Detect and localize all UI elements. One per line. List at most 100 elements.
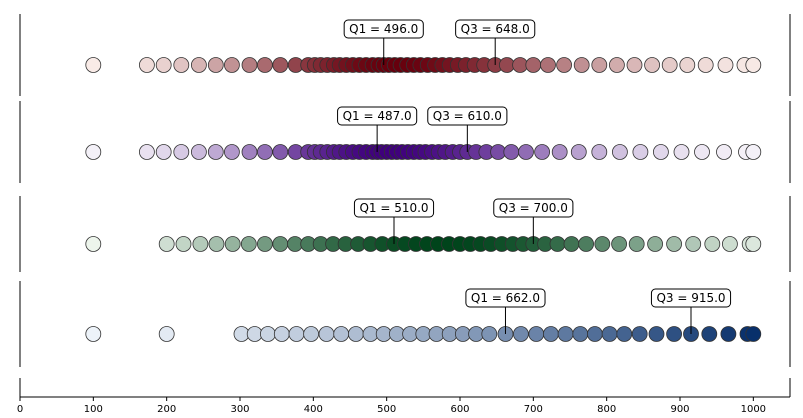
data-point — [175, 236, 192, 252]
data-point — [591, 57, 608, 73]
q3-label: Q3 = 648.0 — [461, 22, 530, 36]
data-point — [503, 144, 520, 160]
data-point — [534, 144, 550, 160]
data-point — [528, 326, 545, 342]
data-point — [85, 57, 102, 73]
data-point — [704, 236, 721, 252]
data-point — [240, 236, 257, 252]
q1-label: Q1 = 496.0 — [349, 22, 418, 36]
data-point — [745, 57, 762, 73]
q1-label-box — [353, 198, 435, 218]
data-point — [518, 144, 534, 160]
data-point — [173, 144, 190, 160]
data-point — [594, 236, 611, 252]
x-tick-label: 500 — [377, 404, 396, 415]
data-point — [612, 144, 628, 160]
data-point — [616, 326, 633, 342]
data-point — [573, 57, 590, 73]
data-point — [454, 326, 471, 342]
data-point — [525, 57, 542, 73]
data-point — [694, 144, 710, 160]
q1-label-box — [343, 19, 424, 39]
q3-label-box — [493, 198, 574, 218]
q1-annotation: Q1 = 662.0 — [465, 288, 546, 334]
data-point — [701, 326, 718, 342]
data-point — [572, 326, 589, 342]
data-point — [628, 236, 645, 252]
data-point — [85, 326, 102, 342]
data-point — [138, 57, 155, 73]
data-point — [256, 57, 273, 73]
data-point — [375, 326, 392, 342]
data-point — [745, 144, 762, 160]
data-point — [549, 236, 566, 252]
data-point — [540, 57, 556, 73]
data-point — [333, 326, 350, 342]
panel-reds: Q1 = 496.0 Q3 = 648.0 — [19, 14, 791, 96]
data-point — [578, 236, 594, 252]
data-point — [224, 236, 241, 252]
data-point — [85, 236, 102, 252]
data-point — [653, 144, 669, 160]
q3-label-box — [427, 106, 508, 126]
q3-label: Q3 = 700.0 — [499, 201, 568, 215]
data-point — [716, 144, 732, 160]
data-point — [512, 57, 528, 73]
q1-label: Q1 = 487.0 — [343, 109, 412, 123]
q1-label: Q1 = 662.0 — [471, 291, 540, 305]
data-point — [601, 326, 618, 342]
q3-label: Q3 = 610.0 — [433, 109, 502, 123]
data-point — [720, 326, 737, 342]
data-point — [259, 326, 276, 342]
data-point — [190, 57, 207, 73]
data-point — [256, 236, 273, 252]
data-point — [233, 326, 250, 342]
data-point — [570, 144, 587, 160]
data-point — [722, 236, 738, 252]
data-point — [679, 57, 696, 73]
data-point — [155, 144, 172, 160]
data-point — [468, 326, 485, 342]
data-point — [192, 236, 209, 252]
x-tick-label: 300 — [230, 404, 249, 415]
data-point — [287, 236, 303, 252]
x-tick-label: 700 — [524, 404, 543, 415]
data-point — [626, 57, 643, 73]
panel-greens: Q1 = 510.0 Q3 = 700.0 — [19, 196, 791, 272]
data-point — [241, 144, 258, 160]
x-tick-label: 100 — [84, 404, 103, 415]
data-points — [85, 236, 762, 252]
data-point — [272, 57, 289, 73]
q3-label-box — [455, 19, 536, 39]
data-point — [207, 57, 224, 73]
data-point — [207, 144, 224, 160]
data-point — [273, 326, 290, 342]
data-point — [543, 326, 559, 342]
q3-annotation: Q3 = 610.0 — [427, 106, 508, 152]
data-point — [557, 326, 574, 342]
data-point — [481, 326, 498, 342]
data-point — [644, 57, 660, 73]
x-tick-label: 600 — [450, 404, 469, 415]
q3-label: Q3 = 915.0 — [656, 291, 725, 305]
data-point — [513, 326, 529, 342]
x-tick-label: 200 — [157, 404, 176, 415]
data-point — [685, 236, 702, 252]
data-point — [155, 57, 172, 73]
data-point — [415, 326, 432, 342]
q1-label: Q1 = 510.0 — [359, 201, 428, 215]
data-point — [490, 144, 507, 160]
data-point — [318, 326, 335, 342]
data-point — [745, 326, 762, 342]
data-point — [717, 57, 734, 73]
data-point — [158, 236, 175, 252]
q1-label-box — [465, 288, 546, 308]
data-point — [158, 326, 175, 342]
data-point — [208, 236, 225, 252]
data-point — [587, 326, 603, 342]
data-point — [745, 236, 762, 252]
data-point — [256, 144, 273, 160]
x-tick-label: 0 — [17, 404, 23, 415]
q1-label-box — [337, 106, 418, 126]
data-point — [223, 144, 240, 160]
